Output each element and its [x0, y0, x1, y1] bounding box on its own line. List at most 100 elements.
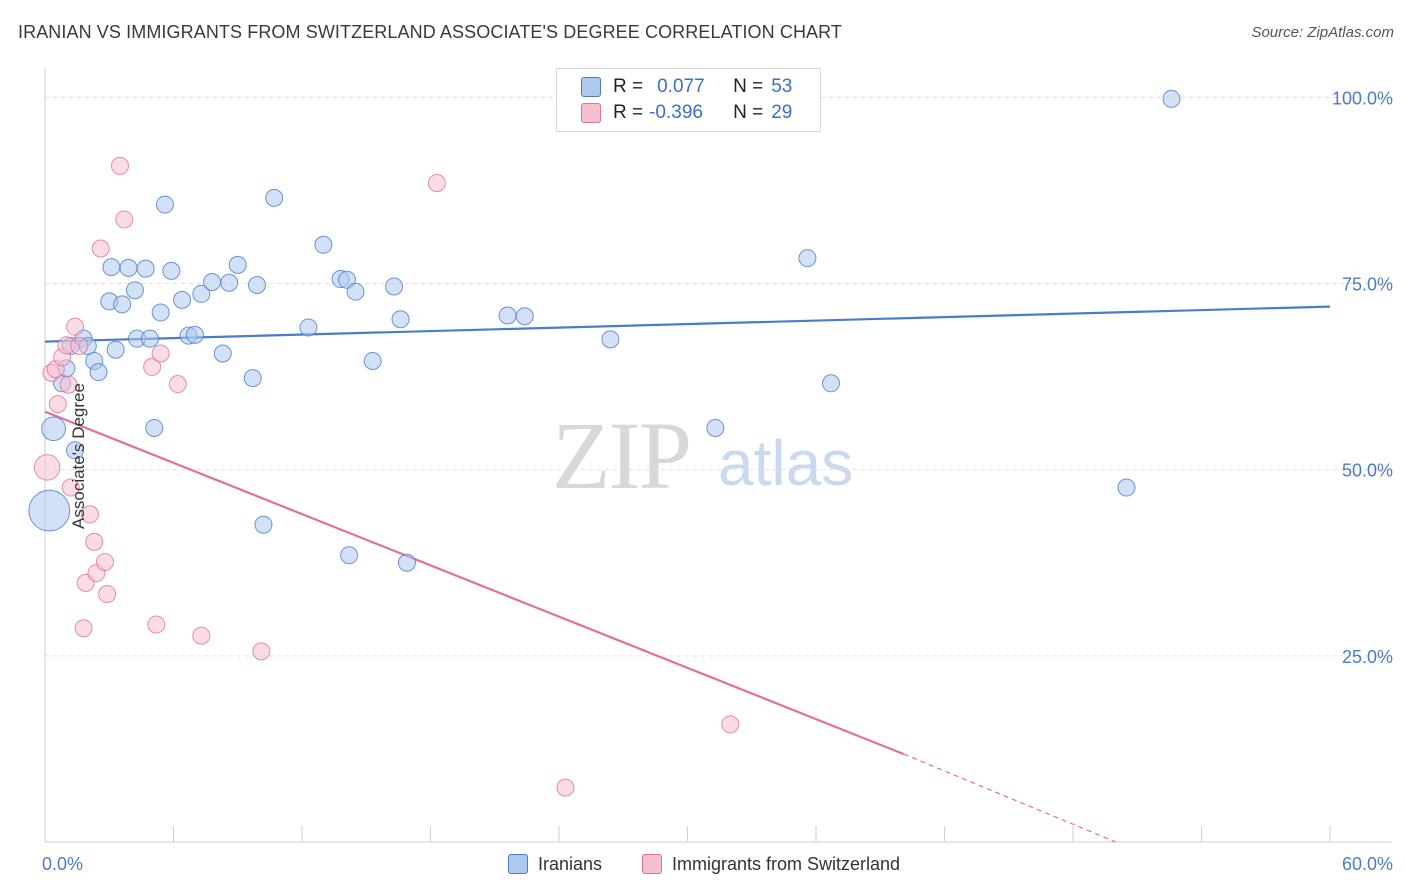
data-point-iranians [498, 306, 517, 325]
data-point-switzerland [168, 375, 187, 394]
data-point-switzerland [59, 375, 78, 394]
trend-line-0 [44, 305, 1331, 343]
data-point-iranians [385, 277, 404, 296]
data-point-switzerland [70, 337, 89, 356]
data-point-iranians [89, 363, 108, 382]
legend-r-label: R = [613, 76, 644, 97]
data-point-iranians [391, 310, 410, 329]
data-point-iranians [192, 284, 211, 303]
bottom-legend-swatch-iranians [508, 854, 528, 874]
data-point-switzerland [48, 395, 67, 414]
data-point-switzerland [192, 626, 211, 645]
y-axis-label: Associate's Degree [68, 383, 88, 529]
data-point-iranians [314, 235, 333, 254]
data-point-iranians [213, 344, 232, 363]
trend-line-extension-1 [903, 753, 1117, 843]
data-point-switzerland [85, 532, 104, 551]
x-tick-label: 0.0% [42, 854, 83, 874]
data-point-iranians [299, 318, 318, 337]
legend-r-value: 0.077 [657, 76, 705, 97]
data-point-iranians [155, 195, 174, 214]
trend-line-1 [44, 410, 905, 756]
legend-n-value: 29 [771, 102, 793, 123]
data-point-switzerland [151, 344, 170, 363]
data-point-iranians [140, 329, 159, 348]
legend-row-switzerland: R = -0.396 N = 29 [581, 100, 793, 126]
data-point-iranians [397, 553, 416, 572]
y-tick-label: 50.0% [1342, 461, 1393, 481]
data-point-switzerland [98, 585, 117, 604]
data-point-iranians [706, 418, 725, 437]
tick-labels: 25.0% 50.0% 75.0% 100.0% 0.0% 60.0% [42, 88, 1393, 874]
data-points [28, 89, 1181, 797]
data-point-iranians [102, 258, 121, 277]
data-point-iranians [136, 259, 155, 278]
data-point-iranians [1117, 478, 1136, 497]
data-point-iranians [65, 441, 84, 460]
data-point-switzerland [110, 156, 129, 175]
data-point-iranians [173, 290, 192, 309]
data-point-iranians [798, 249, 817, 268]
data-point-switzerland [91, 239, 110, 258]
data-point-iranians [119, 258, 138, 277]
data-point-iranians [106, 340, 125, 359]
legend-n-label: N = [733, 76, 764, 97]
data-point-switzerland [33, 454, 61, 481]
bottom-legend-switzerland: Immigrants from Switzerland [642, 851, 900, 877]
data-point-iranians [265, 188, 284, 207]
data-point-iranians [41, 416, 66, 442]
bottom-legend-swatch-switzerland [642, 854, 662, 874]
data-point-iranians [28, 489, 71, 532]
data-point-switzerland [61, 478, 80, 497]
data-point-iranians [125, 281, 144, 300]
data-point-iranians [113, 295, 132, 314]
data-point-iranians [228, 255, 247, 274]
data-point-switzerland [143, 357, 162, 376]
data-point-iranians [220, 273, 239, 292]
legend-r-value: -0.396 [649, 102, 703, 123]
data-point-iranians [248, 275, 267, 294]
y-tick-label: 25.0% [1342, 647, 1393, 667]
data-point-iranians [185, 325, 204, 344]
watermark-zip: ZIP [552, 402, 692, 509]
data-point-iranians [821, 374, 840, 393]
data-point-iranians [346, 282, 365, 301]
data-point-iranians [515, 307, 534, 326]
trend-lines [44, 305, 1331, 843]
source-label: Source: ZipAtlas.com [1251, 24, 1394, 41]
data-point-iranians [243, 369, 262, 388]
chart-title: IRANIAN VS IMMIGRANTS FROM SWITZERLAND A… [18, 22, 843, 42]
data-point-iranians [363, 351, 382, 370]
bottom-legend-iranians: Iranians [508, 851, 602, 877]
legend-n-label: N = [733, 102, 764, 123]
data-point-switzerland [74, 619, 93, 638]
correlation-legend: R = 0.077 N = 53 R = -0.396 N = 29 [556, 68, 821, 132]
data-point-iranians [162, 261, 181, 280]
y-tick-label: 100.0% [1332, 88, 1393, 108]
data-point-iranians [1162, 89, 1181, 108]
data-point-switzerland [427, 173, 446, 192]
data-point-switzerland [721, 715, 740, 734]
watermark-atlas: atlas [718, 427, 854, 499]
data-point-iranians [203, 273, 222, 292]
axes [44, 68, 1392, 843]
data-point-switzerland [65, 317, 84, 336]
data-point-switzerland [80, 505, 99, 524]
data-point-iranians [340, 546, 359, 565]
legend-r-label: R = [613, 102, 644, 123]
data-point-iranians [601, 330, 620, 349]
y-tick-label: 75.0% [1342, 275, 1393, 295]
data-point-iranians [254, 515, 273, 534]
x-tick-label: 60.0% [1342, 854, 1393, 874]
data-point-switzerland [115, 210, 134, 229]
bottom-legend-label-iranians: Iranians [538, 853, 603, 874]
data-point-switzerland [252, 642, 271, 661]
data-point-switzerland [95, 553, 114, 572]
data-point-switzerland [556, 778, 575, 797]
legend-swatch-switzerland [581, 103, 601, 123]
legend-n-value: 53 [771, 76, 793, 97]
legend-swatch-iranians [581, 77, 601, 97]
data-point-iranians [145, 418, 164, 437]
data-point-switzerland [147, 615, 166, 634]
